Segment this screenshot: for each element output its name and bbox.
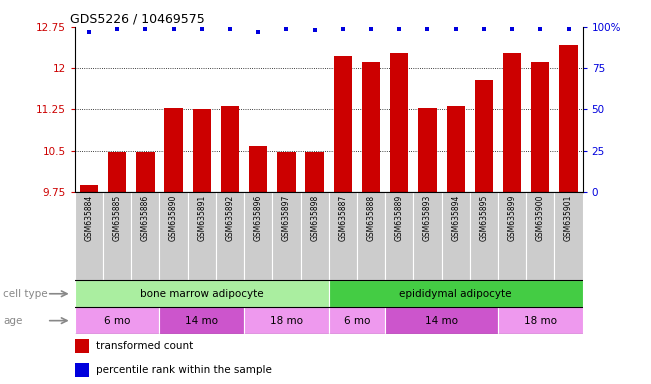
Text: 6 mo: 6 mo xyxy=(104,316,130,326)
Bar xyxy=(221,106,239,192)
Text: epididymal adipocyte: epididymal adipocyte xyxy=(400,289,512,299)
Text: GSM635898: GSM635898 xyxy=(310,195,319,241)
Bar xyxy=(441,192,470,280)
Bar xyxy=(357,192,385,280)
Bar xyxy=(385,307,498,334)
Bar xyxy=(272,192,301,280)
Point xyxy=(140,25,150,31)
Bar xyxy=(132,192,159,280)
Point xyxy=(309,27,320,33)
Bar xyxy=(555,192,583,280)
Bar xyxy=(362,61,380,192)
Point xyxy=(535,25,546,31)
Point xyxy=(197,25,207,31)
Bar xyxy=(503,53,521,192)
Bar xyxy=(498,307,583,334)
Bar xyxy=(244,192,272,280)
Point xyxy=(422,25,433,31)
Bar xyxy=(559,45,577,192)
Bar xyxy=(136,152,154,192)
Point xyxy=(84,29,94,35)
Bar xyxy=(187,192,216,280)
Text: GSM635895: GSM635895 xyxy=(479,195,488,241)
Text: GDS5226 / 10469575: GDS5226 / 10469575 xyxy=(70,13,204,26)
Text: GSM635888: GSM635888 xyxy=(367,195,376,241)
Text: GSM635896: GSM635896 xyxy=(254,195,263,241)
Point xyxy=(281,25,292,31)
Bar xyxy=(305,152,324,192)
Bar xyxy=(447,106,465,192)
Point xyxy=(563,25,574,31)
Text: GSM635897: GSM635897 xyxy=(282,195,291,241)
Text: GSM635899: GSM635899 xyxy=(508,195,517,241)
Text: 18 mo: 18 mo xyxy=(524,316,557,326)
Point xyxy=(366,25,376,31)
Bar xyxy=(498,192,526,280)
Text: 18 mo: 18 mo xyxy=(270,316,303,326)
Bar xyxy=(159,307,244,334)
Text: GSM635900: GSM635900 xyxy=(536,195,545,241)
Bar xyxy=(216,192,244,280)
Text: 14 mo: 14 mo xyxy=(186,316,218,326)
Bar xyxy=(390,53,408,192)
Bar xyxy=(249,146,268,192)
Text: bone marrow adipocyte: bone marrow adipocyte xyxy=(140,289,264,299)
Point xyxy=(112,25,122,31)
Bar xyxy=(470,192,498,280)
Bar xyxy=(75,339,89,353)
Text: GSM635885: GSM635885 xyxy=(113,195,122,241)
Text: transformed count: transformed count xyxy=(96,341,193,351)
Point xyxy=(394,25,404,31)
Bar xyxy=(334,56,352,192)
Bar xyxy=(75,307,159,334)
Bar xyxy=(103,192,132,280)
Bar xyxy=(385,192,413,280)
Text: GSM635892: GSM635892 xyxy=(225,195,234,241)
Point xyxy=(450,25,461,31)
Point xyxy=(478,25,489,31)
Bar xyxy=(475,80,493,192)
Bar xyxy=(526,192,555,280)
Text: GSM635890: GSM635890 xyxy=(169,195,178,241)
Text: 6 mo: 6 mo xyxy=(344,316,370,326)
Bar xyxy=(419,108,437,192)
Bar xyxy=(413,192,441,280)
Point xyxy=(225,25,235,31)
Point xyxy=(253,29,264,35)
Bar xyxy=(75,362,89,376)
Bar xyxy=(108,152,126,192)
Text: GSM635894: GSM635894 xyxy=(451,195,460,241)
Bar xyxy=(80,185,98,192)
Bar xyxy=(165,108,183,192)
Text: GSM635884: GSM635884 xyxy=(85,195,94,241)
Point xyxy=(507,25,518,31)
Text: 14 mo: 14 mo xyxy=(425,316,458,326)
Text: age: age xyxy=(3,316,23,326)
Bar xyxy=(75,280,329,307)
Text: GSM635891: GSM635891 xyxy=(197,195,206,241)
Text: percentile rank within the sample: percentile rank within the sample xyxy=(96,364,272,374)
Text: GSM635887: GSM635887 xyxy=(339,195,348,241)
Text: cell type: cell type xyxy=(3,289,48,299)
Bar xyxy=(531,61,549,192)
Bar xyxy=(329,280,583,307)
Bar xyxy=(193,109,211,192)
Text: GSM635893: GSM635893 xyxy=(423,195,432,241)
Bar xyxy=(301,192,329,280)
Bar xyxy=(329,307,385,334)
Bar xyxy=(75,192,103,280)
Bar xyxy=(329,192,357,280)
Text: GSM635901: GSM635901 xyxy=(564,195,573,241)
Text: GSM635889: GSM635889 xyxy=(395,195,404,241)
Bar xyxy=(244,307,329,334)
Bar xyxy=(277,152,296,192)
Text: GSM635886: GSM635886 xyxy=(141,195,150,241)
Bar xyxy=(159,192,187,280)
Point xyxy=(338,25,348,31)
Point xyxy=(169,25,179,31)
